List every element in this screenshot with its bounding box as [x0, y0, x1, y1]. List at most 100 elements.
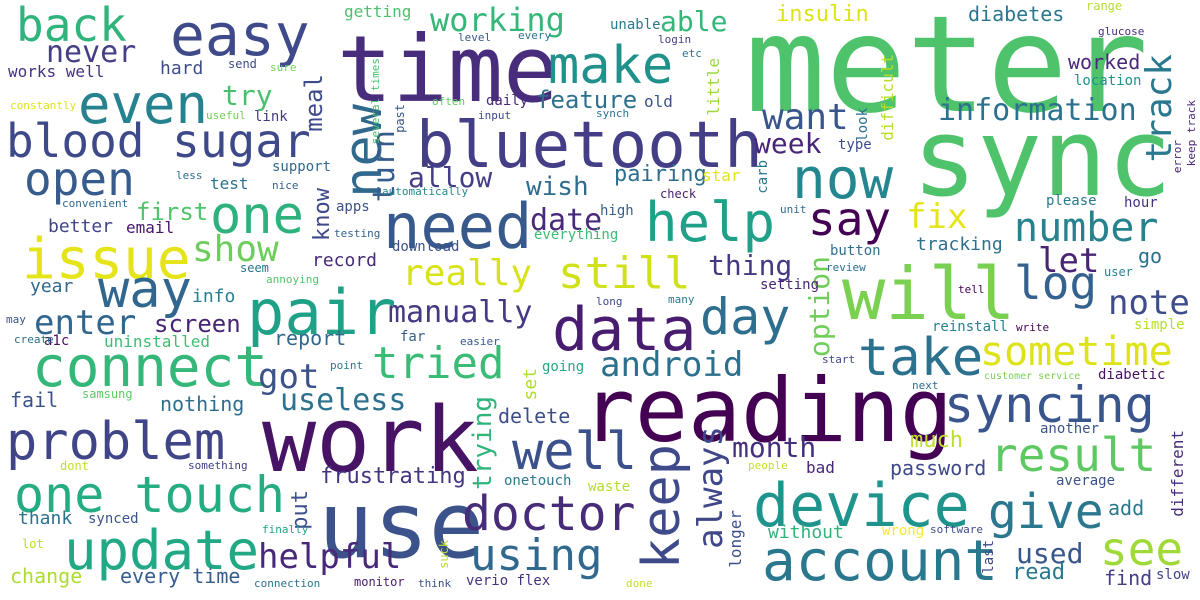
word-issue: issue	[22, 227, 191, 292]
word-lot: lot	[22, 537, 44, 551]
word-problem: problem	[6, 412, 226, 472]
word-day: day	[700, 288, 791, 346]
word-reinstall: reinstall	[932, 319, 1008, 335]
word-frustrating: frustrating	[320, 464, 466, 489]
word-reading: reading	[582, 359, 953, 462]
word-data: data	[552, 295, 697, 365]
word-less: less	[176, 169, 203, 182]
word-synced: synced	[88, 511, 139, 527]
word-time: time	[337, 16, 559, 123]
word-syncing: syncing	[944, 376, 1155, 434]
word-annoying: annoying	[266, 273, 319, 286]
word-keep-track: keep track	[1185, 100, 1198, 167]
word-meter: meter	[745, 0, 1149, 143]
word-report: report	[274, 326, 347, 350]
word-will: will	[842, 252, 1016, 336]
word-a1c: a1c	[44, 333, 70, 349]
word-input: input	[478, 109, 512, 122]
word-please: please	[1046, 193, 1097, 209]
word-apps: apps	[336, 199, 370, 215]
word-suck: suck	[437, 540, 451, 569]
word-need: need	[383, 190, 533, 263]
word-finally: finally	[262, 523, 309, 536]
word-many: many	[668, 293, 695, 306]
word-tried: tried	[372, 338, 505, 389]
word-wrong: wrong	[882, 523, 925, 539]
word-see: see	[1100, 522, 1184, 576]
word-old: old	[644, 92, 673, 111]
word-convenient: convenient	[62, 197, 129, 210]
word-every-time: every time	[120, 564, 241, 588]
word-year: year	[30, 276, 74, 297]
word-every: every	[518, 29, 552, 42]
word-work: work	[262, 388, 479, 493]
word-hard: hard	[160, 58, 204, 79]
word-number: number	[1014, 205, 1159, 251]
word-result: result	[990, 428, 1157, 482]
word-information: information	[938, 93, 1137, 128]
word-using: using	[470, 530, 603, 581]
word-working: working	[430, 1, 565, 39]
word-carb: carb	[755, 160, 771, 194]
word-date: date	[530, 203, 603, 238]
word-point: point	[330, 359, 364, 372]
word-getting: getting	[344, 2, 412, 21]
word-info: info	[192, 286, 236, 307]
word-show: show	[192, 229, 279, 270]
word-past: past	[393, 104, 407, 133]
word-help: help	[645, 191, 776, 254]
word-everything: everything	[534, 227, 619, 243]
word-thing: thing	[708, 249, 793, 282]
word-email: email	[126, 218, 175, 237]
word-often: often	[432, 95, 466, 108]
word-seem: seem	[240, 261, 269, 275]
word-still: still	[558, 248, 691, 299]
word-unable: unable	[610, 17, 661, 33]
word-think: think	[418, 577, 452, 590]
word-slow: slow	[1156, 567, 1190, 583]
word-make: make	[548, 36, 674, 96]
word-note: note	[1108, 283, 1190, 323]
word-unit: unit	[780, 203, 807, 216]
word-level: level	[458, 31, 492, 44]
word-try: try	[222, 79, 273, 112]
word-useless: useless	[280, 383, 407, 418]
word-setting: setting	[760, 277, 820, 293]
word-find: find	[1104, 566, 1153, 590]
word-constantly: constantly	[10, 99, 77, 112]
word-star: star	[702, 166, 741, 185]
word-monitor: monitor	[354, 575, 405, 589]
word-delete: delete	[498, 404, 571, 428]
word-synch: synch	[596, 107, 630, 120]
word-able: able	[660, 5, 728, 38]
word-let: let	[1038, 241, 1100, 281]
word-password: password	[890, 456, 987, 480]
word-next: next	[912, 379, 939, 392]
word-automatically: automatically	[382, 185, 469, 198]
word-may: may	[6, 313, 26, 326]
word-testing: testing	[334, 227, 381, 240]
word-screen: screen	[154, 310, 241, 338]
word-little: little	[704, 58, 723, 116]
word-hour: hour	[1124, 195, 1158, 211]
word-going: going	[542, 359, 585, 375]
word-pairing: pairing	[614, 162, 707, 187]
word-fix: fix	[906, 197, 968, 237]
word-button: button	[830, 243, 881, 259]
word-without: without	[768, 522, 844, 543]
word-bluetooth: bluetooth	[416, 109, 763, 183]
word-something: something	[188, 459, 248, 472]
word-type: type	[838, 137, 872, 153]
word-set: set	[520, 368, 541, 401]
word-write: write	[1016, 321, 1050, 334]
word-now: now	[792, 147, 894, 212]
word-create: create	[14, 333, 54, 346]
word-works-well: works well	[8, 62, 105, 81]
word-tracking: tracking	[916, 234, 1003, 255]
word-log: log	[1014, 256, 1098, 310]
word-always: always	[691, 426, 731, 549]
word-back: back	[16, 0, 127, 52]
word-go: go	[1138, 244, 1163, 268]
word-done: done	[626, 577, 653, 590]
